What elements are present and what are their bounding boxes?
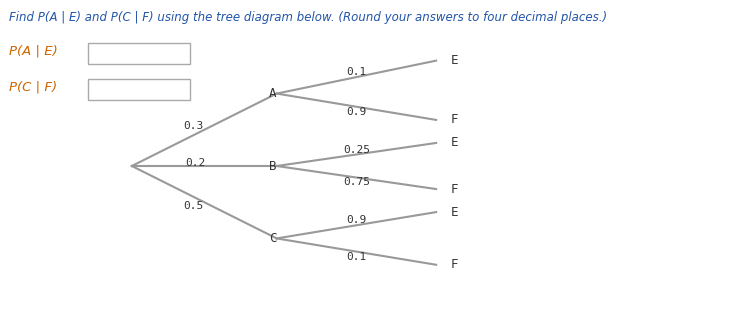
Text: 0.2: 0.2 xyxy=(185,158,206,168)
Text: P(C | F): P(C | F) xyxy=(9,80,57,93)
Text: 0.9: 0.9 xyxy=(346,107,367,117)
Text: B: B xyxy=(269,159,277,173)
Text: 0.9: 0.9 xyxy=(346,215,367,225)
Text: E: E xyxy=(451,206,458,218)
FancyBboxPatch shape xyxy=(88,79,190,100)
Text: F: F xyxy=(451,183,458,196)
Text: 0.1: 0.1 xyxy=(346,252,367,262)
Text: 0.1: 0.1 xyxy=(346,67,367,77)
Text: 0.75: 0.75 xyxy=(343,178,370,188)
Text: 0.3: 0.3 xyxy=(183,122,203,131)
Text: 0.5: 0.5 xyxy=(183,201,203,210)
Text: 0.25: 0.25 xyxy=(343,144,370,154)
Text: Find P(A | E) and P(C | F) using the tree diagram below. (Round your answers to : Find P(A | E) and P(C | F) using the tre… xyxy=(9,11,607,24)
Text: A: A xyxy=(269,87,277,100)
Text: F: F xyxy=(451,258,458,271)
Text: E: E xyxy=(451,54,458,67)
Text: P(A | E): P(A | E) xyxy=(9,44,58,57)
Text: F: F xyxy=(451,114,458,126)
Text: E: E xyxy=(451,136,458,149)
Text: C: C xyxy=(269,232,277,245)
FancyBboxPatch shape xyxy=(88,42,190,64)
